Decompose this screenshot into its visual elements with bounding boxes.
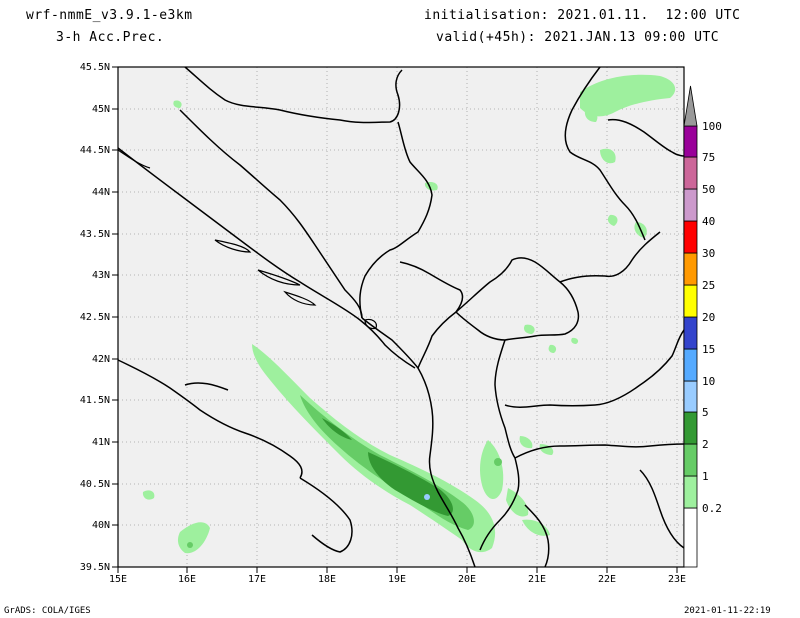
colorbar-box bbox=[683, 443, 698, 477]
lon-label: 20E bbox=[458, 574, 476, 585]
colorbar-label: 5 bbox=[702, 406, 709, 419]
colorbar-label: 20 bbox=[702, 311, 715, 324]
colorbar-label: 25 bbox=[702, 279, 715, 292]
lat-label: 43N bbox=[92, 270, 110, 281]
footer-timestamp: 2021-01-11-22:19 bbox=[684, 606, 771, 616]
longitude-axis: 15E 16E 17E 18E 19E 20E 21E 22E 23E bbox=[109, 567, 686, 585]
lat-label: 42.5N bbox=[80, 312, 110, 323]
colorbar-label: 50 bbox=[702, 183, 715, 196]
lat-label: 43.5N bbox=[80, 229, 110, 240]
lat-label: 45N bbox=[92, 104, 110, 115]
colorbar-labels: 0.2 1 2 5 10 15 20 25 30 40 50 75 100 bbox=[702, 120, 722, 515]
field-name: 3-h Acc.Prec. bbox=[56, 30, 165, 45]
colorbar-label: 2 bbox=[702, 438, 709, 451]
colorbar-box bbox=[683, 380, 698, 413]
lat-label: 41N bbox=[92, 437, 110, 448]
islands bbox=[117, 149, 377, 330]
lat-label: 44.5N bbox=[80, 145, 110, 156]
colorbar-box bbox=[683, 348, 698, 382]
colorbar-box bbox=[683, 220, 698, 254]
borders-coastlines bbox=[117, 66, 685, 568]
colorbar-box bbox=[683, 125, 698, 158]
lon-label: 17E bbox=[248, 574, 266, 585]
lat-label: 39.5N bbox=[80, 562, 110, 573]
lat-label: 40N bbox=[92, 520, 110, 531]
lat-label: 42N bbox=[92, 354, 110, 365]
lon-label: 22E bbox=[598, 574, 616, 585]
lon-label: 23E bbox=[668, 574, 686, 585]
colorbar-arrow bbox=[683, 85, 698, 127]
lon-label: 15E bbox=[109, 574, 127, 585]
colorbar-label: 1 bbox=[702, 470, 709, 483]
colorbar bbox=[683, 85, 698, 568]
lat-label: 40.5N bbox=[80, 479, 110, 490]
lon-label: 16E bbox=[178, 574, 196, 585]
footer-credit: GrADS: COLA/IGES bbox=[4, 606, 91, 616]
colorbar-box bbox=[683, 252, 698, 286]
colorbar-box bbox=[683, 475, 698, 509]
lon-label: 21E bbox=[528, 574, 546, 585]
colorbar-label: 0.2 bbox=[702, 502, 722, 515]
colorbar-box bbox=[683, 411, 698, 445]
colorbar-box bbox=[683, 507, 698, 568]
colorbar-box bbox=[683, 188, 698, 222]
colorbar-box bbox=[683, 156, 698, 190]
model-name: wrf-nmmE_v3.9.1-e3km bbox=[26, 8, 193, 23]
colorbar-label: 40 bbox=[702, 215, 715, 228]
colorbar-label: 30 bbox=[702, 247, 715, 260]
latitude-axis: 45.5N 45N 44.5N 44N 43.5N 43N 42.5N 42N … bbox=[80, 62, 118, 573]
colorbar-label: 100 bbox=[702, 120, 722, 133]
valid-time: valid(+45h): 2021.JAN.13 09:00 UTC bbox=[436, 30, 720, 45]
colorbar-label: 15 bbox=[702, 343, 715, 356]
lon-label: 19E bbox=[388, 574, 406, 585]
init-time: initialisation: 2021.01.11. 12:00 UTC bbox=[424, 8, 741, 23]
colorbar-label: 10 bbox=[702, 375, 715, 388]
colorbar-label: 75 bbox=[702, 151, 715, 164]
colorbar-box bbox=[683, 316, 698, 350]
colorbar-box bbox=[683, 284, 698, 318]
lat-label: 44N bbox=[92, 187, 110, 198]
lon-label: 18E bbox=[318, 574, 336, 585]
precip-shading bbox=[142, 74, 676, 554]
lat-label: 41.5N bbox=[80, 395, 110, 406]
lat-label: 45.5N bbox=[80, 62, 110, 73]
